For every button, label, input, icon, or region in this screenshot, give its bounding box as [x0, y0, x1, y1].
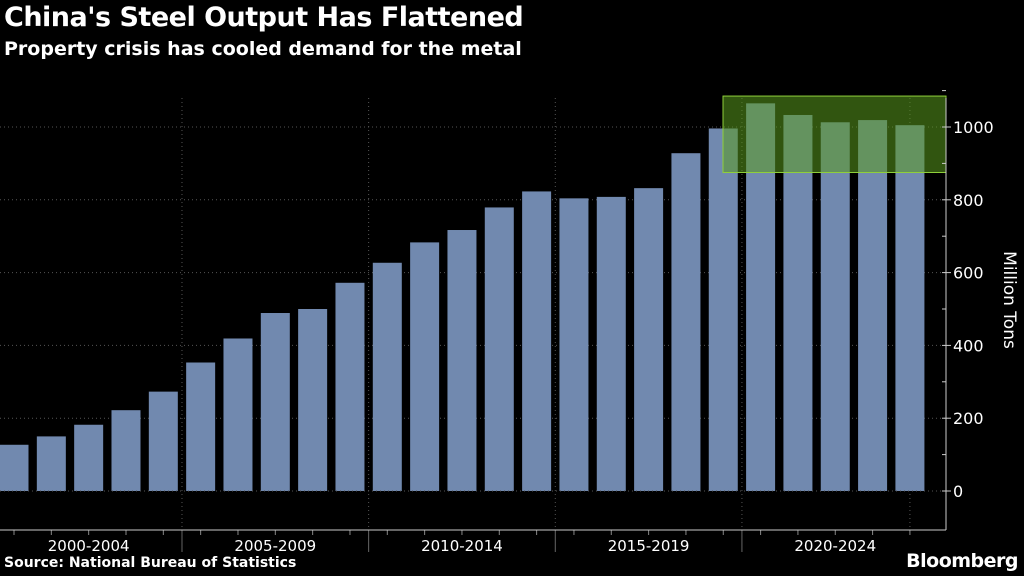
bar-2016	[596, 196, 626, 491]
bar-2012	[447, 230, 477, 491]
bar-2019	[708, 128, 738, 491]
x-tick-label: 2005-2009	[234, 537, 316, 555]
chart-subtitle: Property crisis has cooled demand for th…	[4, 38, 522, 60]
y-axis-label: Million Tons	[999, 251, 1019, 349]
y-tick-label: 600	[953, 264, 984, 283]
bar-2022	[820, 122, 850, 491]
bar-2015	[559, 198, 589, 491]
y-tick-label: 400	[953, 336, 984, 355]
bar-2008	[298, 309, 328, 491]
bar-2006	[223, 338, 253, 491]
y-tick-label: 800	[953, 191, 984, 210]
bar-2013	[484, 207, 514, 491]
bar-2002	[74, 424, 104, 491]
bar-2011	[410, 242, 440, 491]
bar-2004	[148, 391, 178, 491]
bar-2001	[36, 436, 66, 491]
highlight-box	[722, 95, 947, 173]
y-tick-label: 1000	[953, 118, 994, 137]
x-tick-label: 2010-2014	[421, 537, 503, 555]
bar-2003	[111, 410, 141, 491]
chart-title: China's Steel Output Has Flattened	[4, 2, 524, 33]
source-note: Source: National Bureau of Statistics	[4, 555, 297, 571]
bar-2021	[783, 114, 813, 491]
bar-2018	[671, 153, 701, 491]
bar-2007	[260, 313, 290, 491]
bar-2010	[372, 262, 402, 491]
bar-2017	[634, 188, 664, 492]
bar-2014	[522, 191, 552, 492]
x-tick-label: 2000-2004	[48, 537, 130, 555]
bar-2023	[858, 120, 888, 492]
bar-2005	[186, 362, 216, 491]
bar-2024	[895, 125, 925, 492]
x-tick-label: 2020-2024	[794, 537, 876, 555]
y-tick-label: 0	[953, 482, 963, 501]
y-tick-label: 200	[953, 409, 984, 428]
bar-2000	[0, 444, 29, 491]
bar-2009	[335, 282, 365, 491]
x-tick-label: 2015-2019	[608, 537, 690, 555]
bloomberg-logo: Bloomberg	[906, 550, 1018, 572]
